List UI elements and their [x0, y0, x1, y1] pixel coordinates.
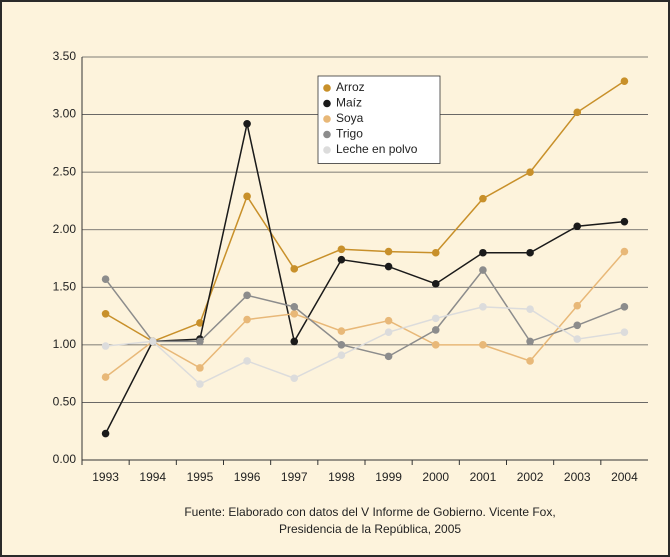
data-point	[101, 309, 110, 318]
data-point	[431, 341, 440, 349]
data-point	[196, 319, 204, 327]
data-point	[337, 245, 346, 254]
y-tick-label: 2.50	[53, 164, 77, 178]
legend-label: Arroz	[336, 80, 365, 94]
x-tick-label: 2004	[611, 470, 638, 484]
data-point	[573, 108, 582, 117]
data-point	[526, 305, 534, 313]
data-point	[196, 364, 204, 372]
legend-swatch	[323, 84, 331, 92]
data-point	[384, 247, 393, 256]
data-point	[290, 303, 299, 311]
y-tick-label: 3.00	[53, 107, 77, 121]
x-tick-label: 1999	[375, 470, 402, 484]
data-point	[384, 328, 393, 336]
data-point	[431, 280, 440, 288]
source-line: Presidencia de la República, 2005	[279, 522, 461, 536]
legend-label: Soya	[336, 111, 364, 125]
data-point	[243, 357, 251, 365]
data-point	[479, 194, 487, 203]
data-point	[384, 316, 393, 325]
data-point	[479, 341, 487, 349]
legend-swatch	[323, 146, 331, 154]
y-tick-label: 1.00	[53, 337, 77, 351]
x-tick-label: 2000	[422, 470, 449, 484]
data-point	[290, 309, 299, 318]
data-point	[384, 262, 393, 271]
x-tick-label: 2002	[517, 470, 544, 484]
data-point	[431, 326, 440, 334]
data-point	[101, 342, 110, 350]
data-point	[620, 77, 629, 85]
x-tick-label: 1997	[281, 470, 308, 484]
data-point	[337, 351, 346, 360]
data-point	[290, 374, 299, 383]
data-point	[384, 352, 393, 361]
y-tick-label: 3.50	[53, 49, 77, 63]
data-point	[148, 337, 157, 346]
data-point	[479, 303, 487, 311]
y-tick-label: 0.50	[53, 395, 77, 409]
legend-swatch	[323, 115, 331, 123]
legend-label: Leche en polvo	[336, 142, 418, 156]
data-point	[431, 248, 440, 257]
data-point	[620, 328, 629, 336]
data-point	[620, 217, 629, 226]
data-point	[526, 168, 534, 176]
source-line: Fuente: Elaborado con datos del V Inform…	[184, 505, 555, 519]
data-point	[479, 266, 487, 274]
x-tick-label: 1993	[92, 470, 119, 484]
series-line	[105, 251, 625, 378]
series-line	[105, 306, 625, 385]
x-tick-label: 1996	[234, 470, 261, 484]
data-point	[573, 321, 582, 330]
legend-label: Maíz	[336, 96, 362, 110]
data-point	[620, 303, 629, 311]
data-point	[243, 192, 251, 201]
data-point	[620, 247, 629, 256]
series-line	[105, 80, 625, 343]
x-tick-label: 1998	[328, 470, 355, 484]
y-tick-label: 1.50	[53, 279, 77, 293]
data-point	[196, 337, 204, 346]
data-point	[526, 248, 534, 257]
data-point	[337, 327, 346, 335]
x-tick-label: 1994	[139, 470, 166, 484]
data-point	[101, 429, 110, 438]
legend-swatch	[323, 130, 331, 139]
data-point	[101, 373, 110, 381]
data-point	[431, 314, 440, 323]
x-tick-label: 1995	[187, 470, 214, 484]
data-point	[526, 357, 534, 365]
data-point	[196, 380, 204, 388]
data-point	[290, 337, 299, 346]
data-point	[243, 119, 251, 128]
legend-box	[317, 75, 441, 164]
legend-swatch	[323, 99, 331, 108]
data-point	[290, 265, 299, 273]
data-point	[243, 291, 251, 300]
legend-label: Trigo	[336, 127, 363, 141]
data-point	[573, 335, 582, 343]
series-line	[104, 268, 625, 358]
data-point	[243, 315, 251, 324]
series-line	[104, 123, 625, 434]
data-point	[573, 222, 582, 231]
data-point	[526, 337, 534, 346]
y-tick-label: 0.00	[53, 452, 77, 466]
data-point	[337, 255, 346, 264]
data-point	[573, 301, 582, 310]
x-tick-label: 2001	[470, 470, 497, 484]
data-point	[101, 275, 110, 284]
y-tick-label: 2.00	[53, 222, 77, 236]
data-point	[337, 341, 346, 349]
data-point	[479, 248, 487, 257]
x-tick-label: 2003	[564, 470, 591, 484]
